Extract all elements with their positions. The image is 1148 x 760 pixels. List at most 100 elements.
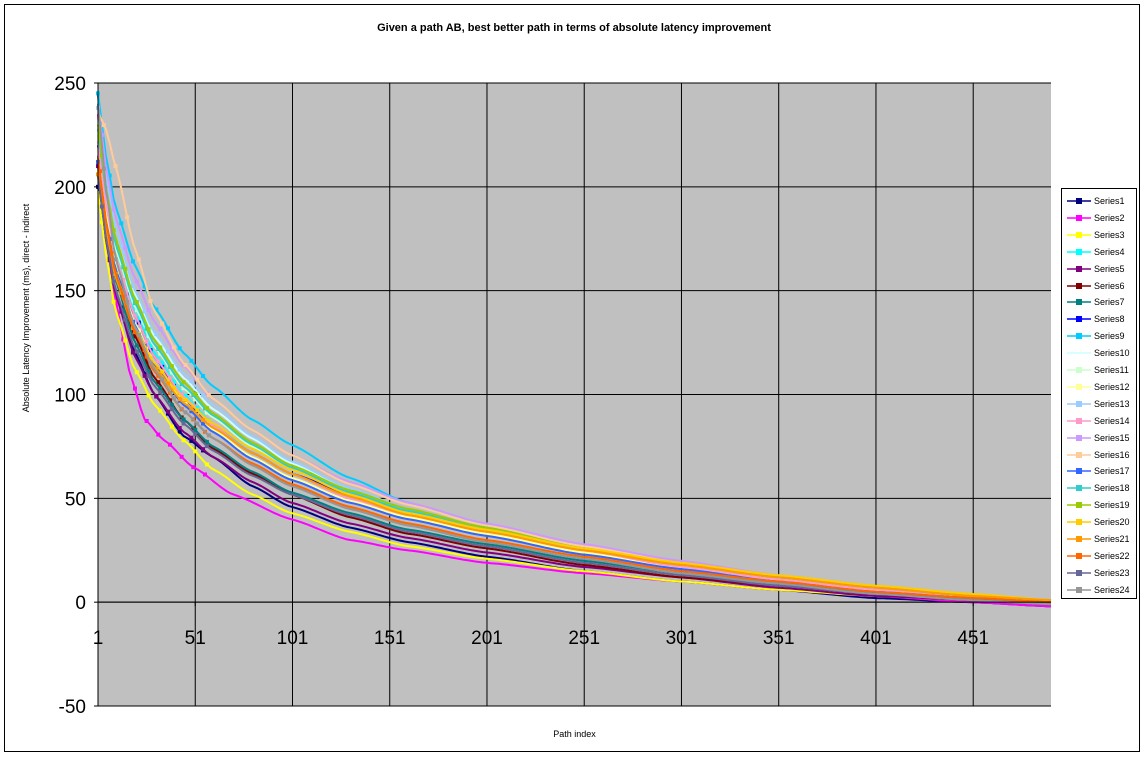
legend-item: Series12 [1062, 379, 1138, 395]
legend-label: Series22 [1094, 550, 1130, 561]
x-tick-label: 201 [471, 628, 503, 649]
data-point [181, 380, 186, 385]
data-point [97, 169, 102, 174]
data-point [181, 438, 186, 443]
legend-swatch [1067, 400, 1091, 407]
data-point [183, 397, 188, 402]
series-markers-3 [99, 220, 209, 467]
series-line-5 [97, 165, 1052, 606]
y-tick-label: 50 [65, 489, 86, 510]
data-point [204, 406, 209, 411]
data-point [111, 207, 116, 212]
data-point [109, 251, 114, 256]
legend-swatch [1067, 282, 1091, 289]
legend-swatch-marker [1076, 468, 1082, 475]
legend-item: Series21 [1062, 531, 1138, 547]
data-point [169, 403, 174, 408]
legend-swatch [1067, 265, 1091, 272]
data-point [144, 339, 149, 344]
data-point [136, 332, 141, 337]
data-point [99, 220, 104, 225]
legend-swatch-marker [1076, 299, 1082, 306]
legend-swatch [1067, 299, 1091, 306]
legend-label: Series7 [1094, 297, 1125, 308]
legend-item: Series11 [1062, 362, 1138, 378]
legend: Series1 Series2 Series3 Series4 Series5 Serie… [1061, 188, 1137, 599]
legend-label: Series13 [1094, 398, 1130, 409]
legend-label: Series5 [1094, 263, 1125, 274]
data-point [136, 257, 141, 262]
data-point [183, 393, 188, 398]
data-point [160, 321, 165, 326]
legend-item: Series19 [1062, 497, 1138, 513]
data-point [119, 283, 124, 288]
series-line-21 [97, 174, 1052, 602]
legend-label: Series21 [1094, 534, 1130, 544]
y-tick-label: -50 [59, 697, 86, 718]
legend-label: Series3 [1094, 229, 1125, 240]
x-tick-label: 351 [763, 628, 795, 649]
series-markers-16 [101, 123, 211, 397]
data-point [123, 309, 128, 314]
data-point [181, 386, 186, 391]
data-point [101, 123, 106, 128]
data-point [154, 367, 159, 372]
data-point [167, 442, 172, 447]
data-point [160, 369, 165, 374]
data-point [113, 164, 118, 169]
y-tick-label: 0 [75, 593, 86, 614]
data-point [146, 334, 151, 339]
data-point [134, 308, 139, 313]
series-line-20 [97, 170, 1052, 602]
legend-swatch-marker [1076, 434, 1082, 441]
legend-label: Series15 [1094, 432, 1130, 443]
data-point [189, 409, 194, 414]
data-point [132, 313, 137, 318]
legend-swatch [1067, 248, 1091, 255]
x-tick-label: 51 [185, 628, 206, 649]
data-point [146, 374, 151, 379]
data-point [119, 309, 124, 314]
data-point [142, 284, 147, 289]
data-point [146, 369, 151, 374]
data-point [193, 397, 198, 402]
data-point [181, 417, 186, 422]
x-tick-label: 151 [374, 628, 406, 649]
data-point [101, 166, 106, 171]
data-point [107, 193, 112, 198]
data-point [206, 425, 211, 430]
legend-label: Series2 [1094, 212, 1125, 223]
data-point [166, 326, 171, 331]
legend-item: Series5 [1062, 261, 1138, 277]
data-point [146, 308, 151, 313]
data-point [123, 317, 128, 322]
series-line-24 [97, 103, 1052, 606]
data-point [160, 360, 165, 365]
legend-item: Series2 [1062, 210, 1138, 226]
data-point [148, 299, 153, 304]
data-point [158, 390, 163, 395]
data-point [171, 385, 176, 390]
legend-item: Series1 [1062, 193, 1138, 209]
data-point [154, 394, 159, 399]
legend-label: Series23 [1094, 567, 1130, 578]
data-point [131, 346, 136, 351]
data-point [167, 376, 172, 381]
data-point [144, 359, 149, 364]
data-point [156, 373, 161, 378]
data-point [111, 228, 116, 233]
legend-label: Series17 [1094, 466, 1130, 477]
legend-label: Series19 [1094, 500, 1130, 511]
legend-label: Series11 [1094, 365, 1129, 375]
data-point [119, 221, 124, 226]
x-tick-label: 1 [93, 628, 104, 649]
data-point [193, 449, 198, 454]
data-point [158, 351, 163, 356]
legend-item: Series8 [1062, 311, 1138, 327]
grid-lines [97, 82, 1051, 707]
data-point [183, 410, 188, 415]
legend-swatch [1067, 316, 1091, 323]
legend-label: Series10 [1094, 348, 1130, 359]
data-point [181, 421, 186, 426]
